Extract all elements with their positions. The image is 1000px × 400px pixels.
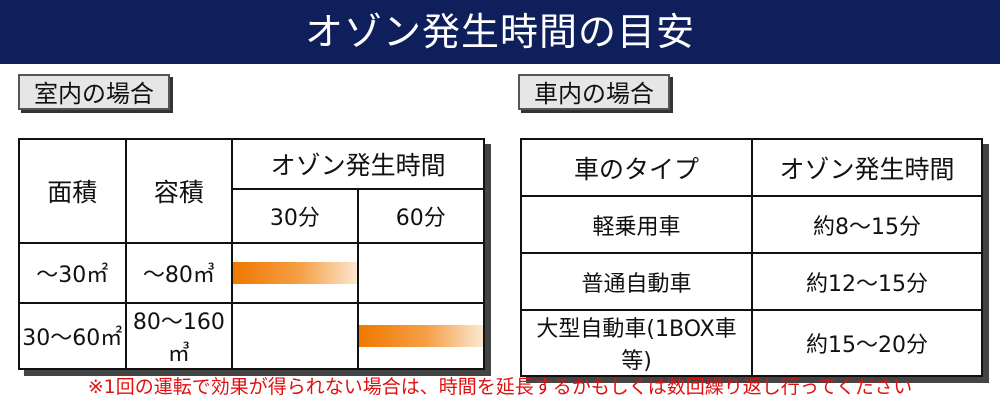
indoor-table: 面積 容積 オゾン発生時間 30分 60分 ～30㎡ ～80㎥ 30～60㎡ 8…	[18, 138, 486, 370]
bar-cell-30	[231, 302, 359, 370]
car-type-cell: 軽乗用車	[519, 195, 754, 254]
footnote: ※1回の運転で効果が得られない場合は、時間を延長するかもしくは数回繰り返し行って…	[87, 376, 913, 398]
car-time-cell: 約15～20分	[751, 309, 983, 377]
bar-cell-30	[231, 242, 359, 304]
car-type-header: 車のタイプ	[519, 138, 754, 197]
car-type-cell: 大型自動車(1BOX車等)	[519, 309, 754, 377]
table-row: 普通自動車 約12～15分	[519, 252, 983, 311]
car-time-cell: 約12～15分	[751, 252, 983, 311]
area-cell: ～30㎡	[18, 242, 127, 304]
indoor-section-label: 室内の場合	[18, 74, 170, 110]
bar-cell-60	[356, 242, 486, 304]
area-cell: 30～60㎡	[18, 302, 127, 370]
table-row: 軽乗用車 約8～15分	[519, 195, 983, 254]
volume-cell: 80～160㎥	[124, 302, 234, 370]
car-type-cell: 普通自動車	[519, 252, 754, 311]
bar-cell-60	[356, 302, 486, 370]
time-header: オゾン発生時間	[231, 138, 485, 190]
area-header: 面積	[18, 138, 127, 244]
time-30-header: 30分	[231, 188, 359, 244]
car-time-cell: 約8～15分	[751, 195, 983, 254]
volume-cell: ～80㎥	[124, 242, 234, 304]
volume-header: 容積	[124, 138, 234, 244]
car-time-header: オゾン発生時間	[751, 138, 983, 197]
car-table: 車のタイプ オゾン発生時間 軽乗用車 約8～15分 普通自動車 約12～15分 …	[519, 138, 983, 377]
time-60-header: 60分	[356, 188, 486, 244]
table-row: 大型自動車(1BOX車等) 約15～20分	[519, 309, 983, 377]
duration-bar-60min	[358, 325, 483, 347]
car-section-label: 車内の場合	[518, 74, 670, 110]
table-row: ～30㎡ ～80㎥	[18, 242, 486, 304]
duration-bar-30min	[233, 262, 357, 284]
page-title: オゾン発生時間の目安	[0, 0, 1000, 64]
table-row: 30～60㎡ 80～160㎥	[18, 302, 486, 370]
